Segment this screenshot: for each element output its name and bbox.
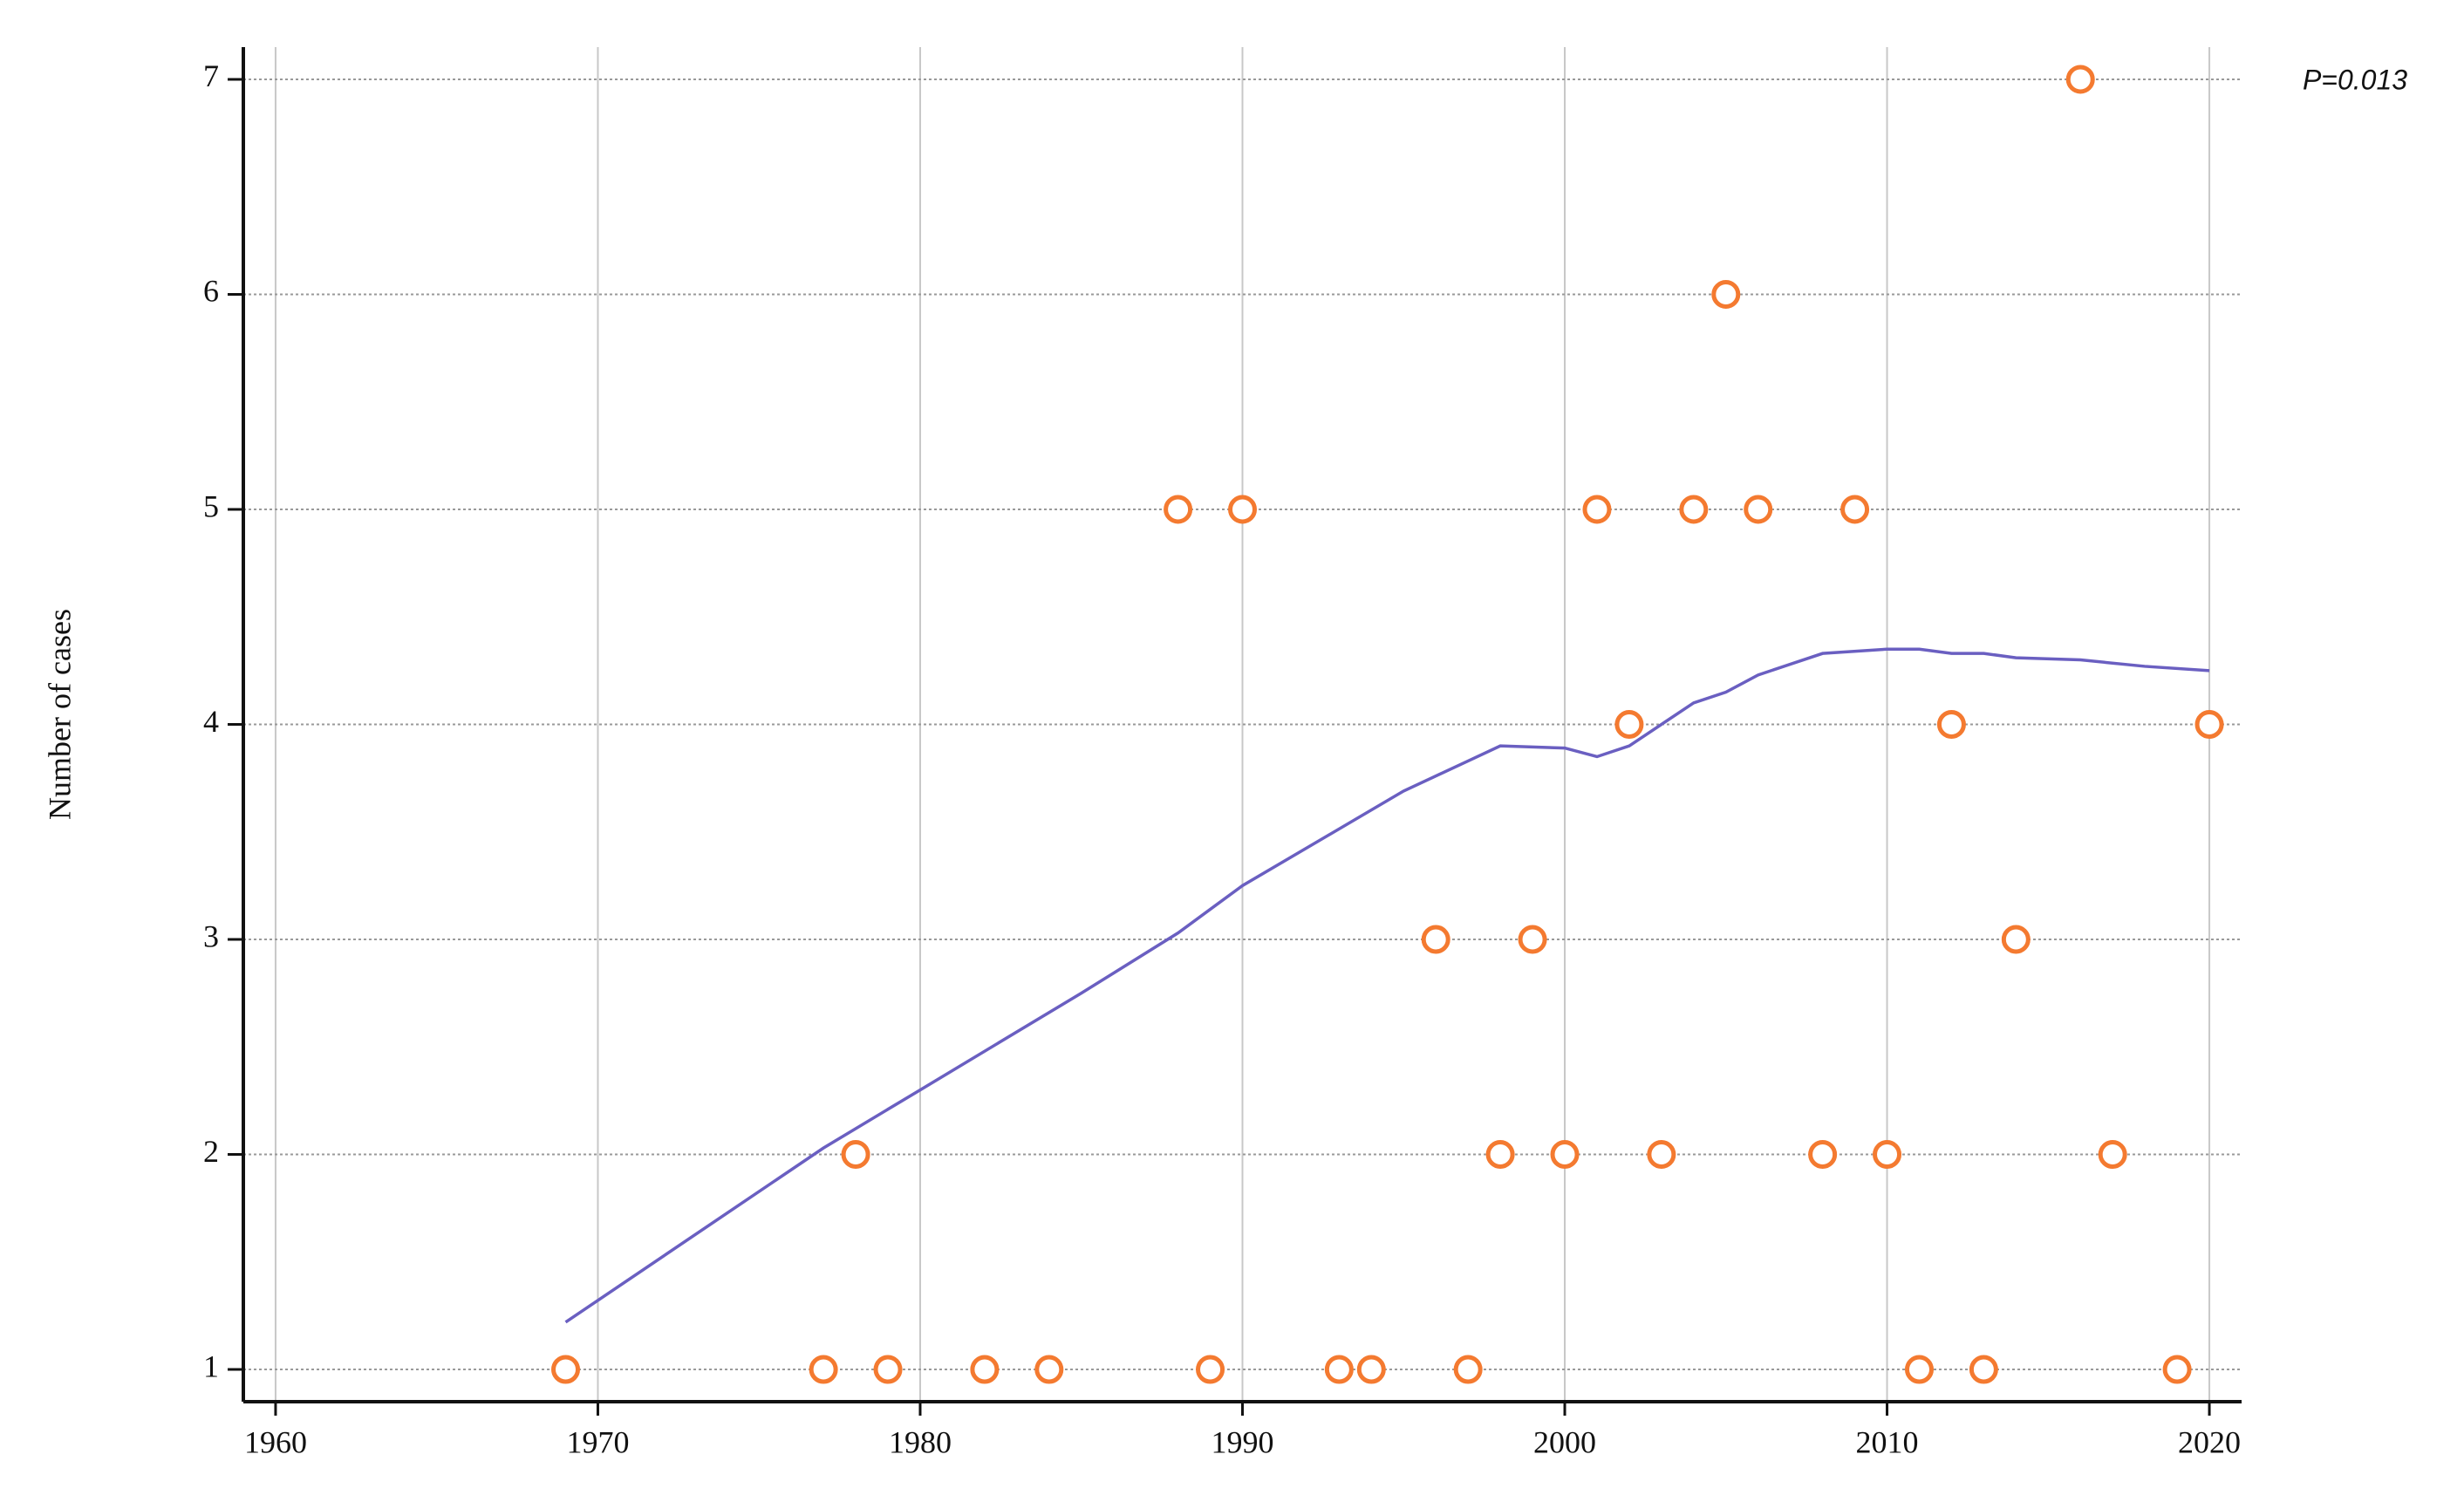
data-point: [1647, 1140, 1676, 1170]
data-point: [873, 1355, 903, 1384]
data-point: [1969, 1355, 1998, 1384]
x-tick-label: 1970: [566, 1424, 629, 1459]
data-point: [2065, 65, 2095, 94]
trend-line: [564, 647, 2210, 1324]
data-point: [1840, 495, 1870, 524]
x-tick-label: 1990: [1212, 1424, 1274, 1459]
data-point: [1356, 1355, 1386, 1384]
data-point: [1873, 1140, 1902, 1170]
annotation: P=0.013: [2303, 64, 2407, 95]
data-point: [2098, 1140, 2127, 1170]
data-point: [1518, 925, 1547, 954]
y-tick-label: 7: [203, 58, 219, 93]
data-point: [1164, 495, 1193, 524]
data-point: [1808, 1140, 1838, 1170]
data-point: [1324, 1355, 1354, 1384]
data-point: [1679, 495, 1709, 524]
y-tick-label: 2: [203, 1134, 219, 1169]
data-point: [2001, 925, 2031, 954]
data-point: [1744, 495, 1773, 524]
data-point: [970, 1355, 1000, 1384]
data-point: [841, 1140, 870, 1170]
x-tick-label: 1980: [889, 1424, 952, 1459]
data-point: [1485, 1140, 1515, 1170]
data-point: [1034, 1355, 1064, 1384]
y-tick-label: 4: [203, 704, 219, 739]
data-point: [551, 1355, 581, 1384]
data-point: [809, 1355, 838, 1384]
data-point: [2194, 710, 2224, 739]
x-tick-label: 1960: [244, 1424, 307, 1459]
y-tick-label: 1: [203, 1348, 219, 1383]
data-point: [2162, 1355, 2192, 1384]
data-point: [1421, 925, 1450, 954]
data-point: [1614, 710, 1644, 739]
data-point: [1550, 1140, 1580, 1170]
data-point: [1904, 1355, 1934, 1384]
y-axis-label: Number of cases: [42, 609, 77, 820]
x-tick-label: 2010: [1856, 1424, 1919, 1459]
y-tick-label: 6: [203, 274, 219, 309]
data-point: [1453, 1355, 1483, 1384]
y-tick-label: 5: [203, 488, 219, 523]
data-point: [1711, 279, 1741, 309]
data-point: [1936, 710, 1966, 739]
x-tick-label: 2000: [1533, 1424, 1596, 1459]
data-point: [1196, 1355, 1225, 1384]
y-tick-label: 3: [203, 918, 219, 953]
data-point: [1582, 495, 1612, 524]
data-point: [1228, 495, 1257, 524]
x-tick-label: 2020: [2178, 1424, 2241, 1459]
